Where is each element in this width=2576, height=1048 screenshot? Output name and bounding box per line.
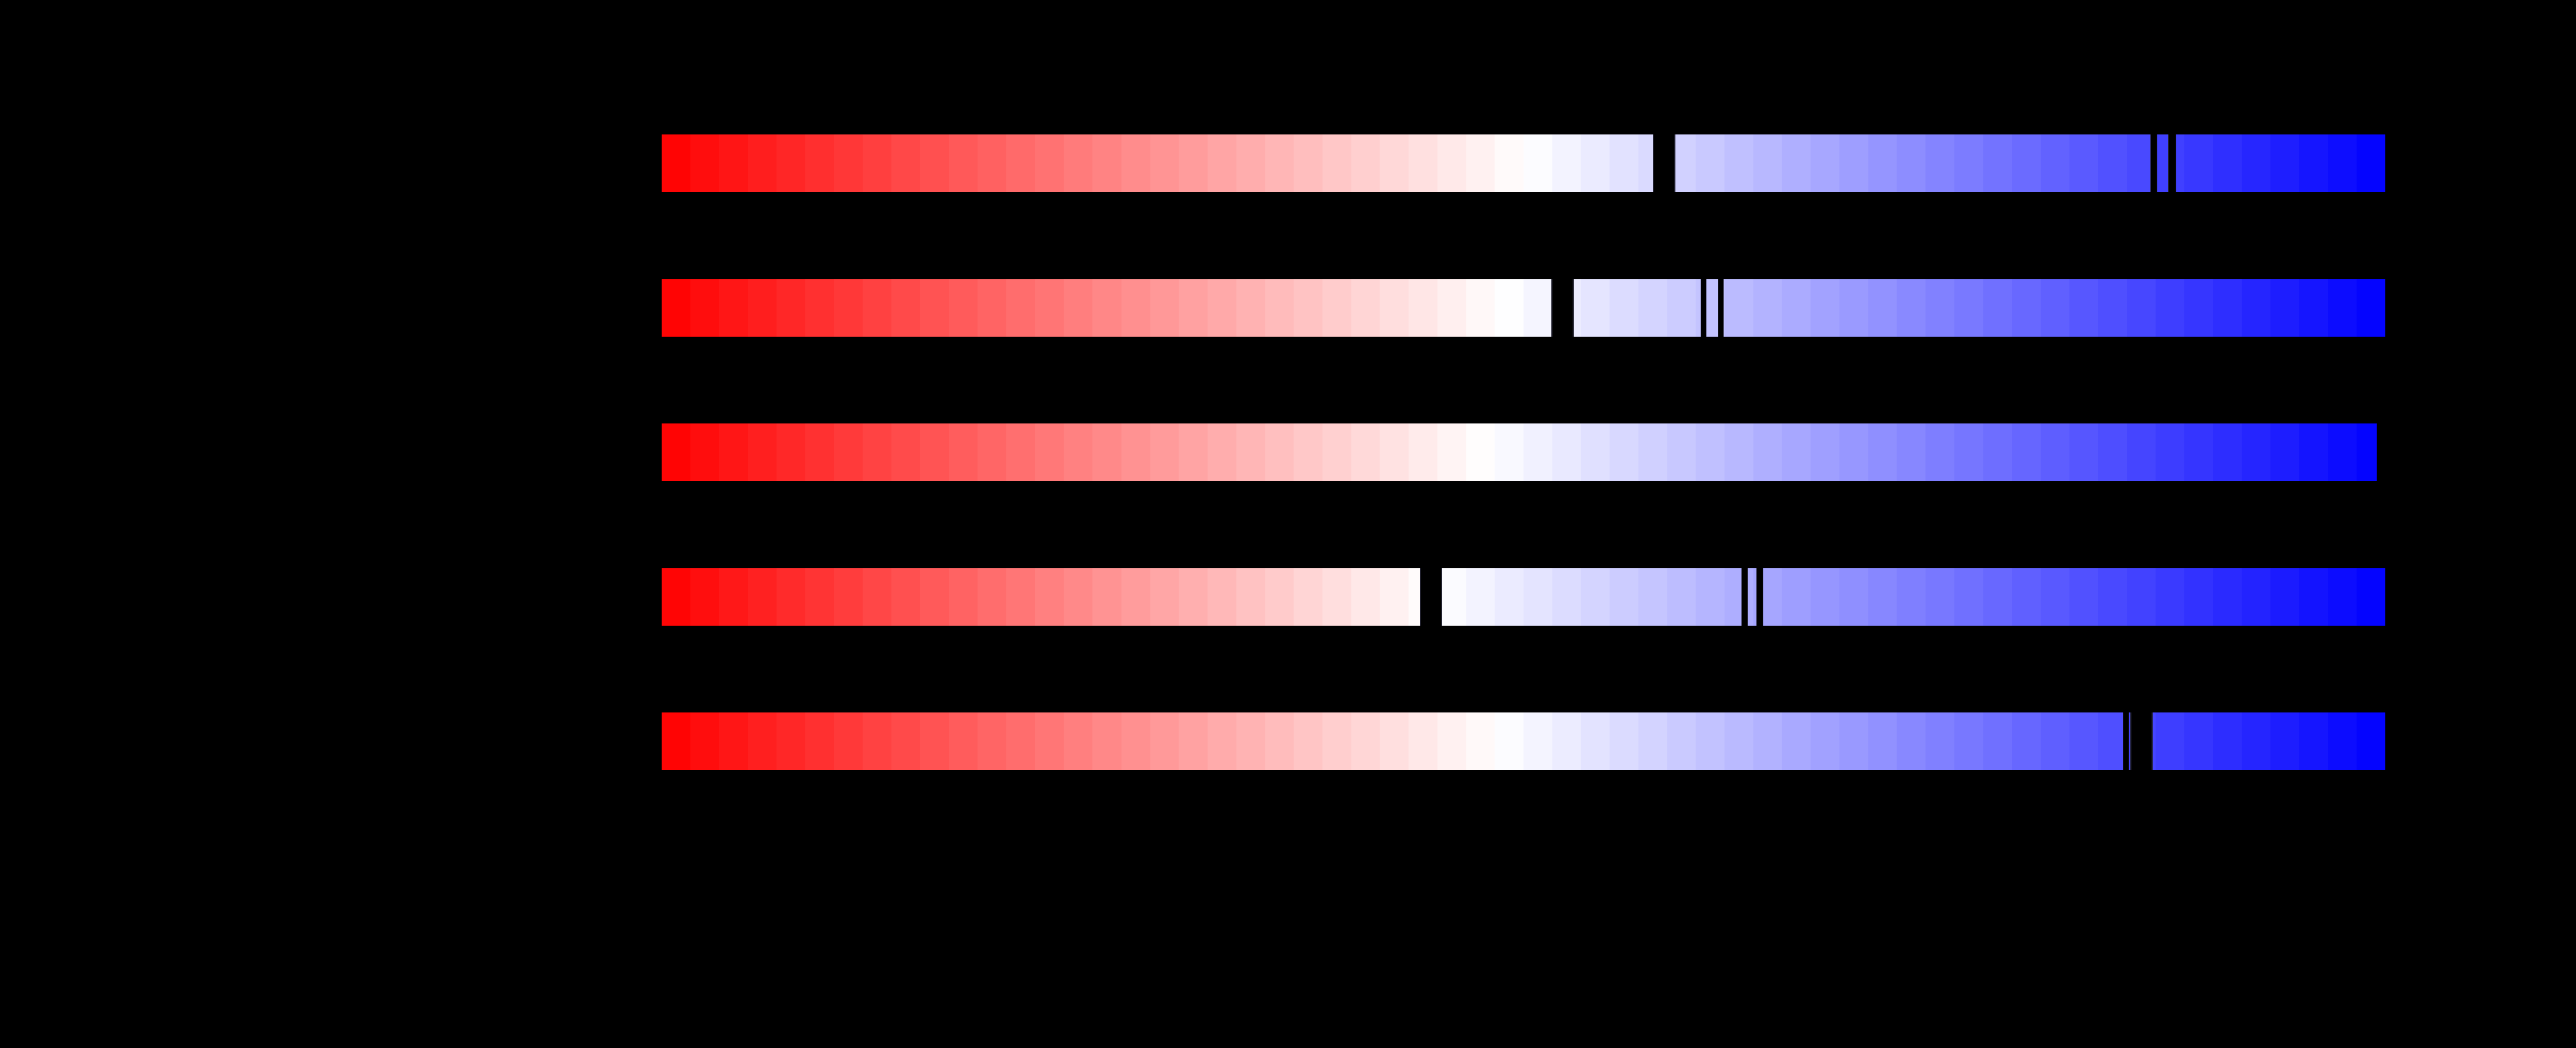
thin-gap-marker [1741, 568, 1748, 626]
end-gap-marker [2376, 423, 2385, 481]
gradient-bar-row-2 [662, 279, 2385, 337]
thin-gap-marker [1756, 568, 1763, 626]
gradient-bar-row-4 [662, 568, 2385, 626]
thin-gap-marker [1718, 279, 1724, 337]
wide-gap-marker [2130, 712, 2153, 770]
gradient-bar-row-1 [662, 134, 2385, 192]
wide-gap-marker [1420, 568, 1442, 626]
thin-gap-marker [2168, 134, 2176, 192]
thin-gap-marker [1701, 279, 1706, 337]
wide-gap-marker [1652, 134, 1675, 192]
gradient-bar-row-5 [662, 712, 2385, 770]
gradient-bar-row-3 [662, 423, 2385, 481]
thin-gap-marker [2150, 134, 2157, 192]
thin-gap-marker [2122, 712, 2130, 770]
wide-gap-marker [1551, 279, 1574, 337]
